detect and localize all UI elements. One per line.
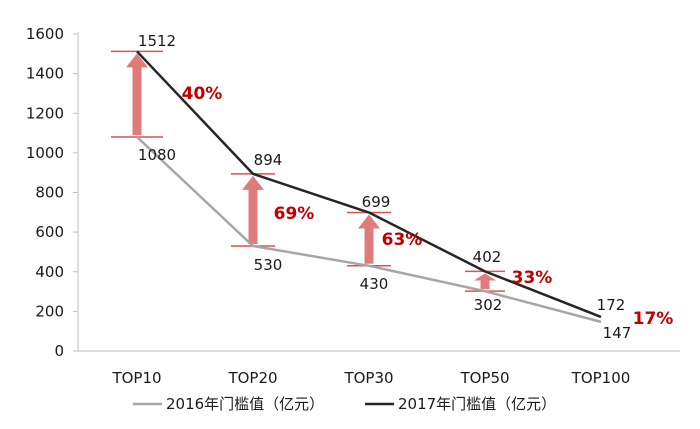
legend: 2016年门槛值（亿元） 2017年门槛值（亿元）	[133, 395, 556, 413]
data-label-2016: 302	[474, 296, 503, 314]
y-tick-label: 800	[35, 184, 64, 202]
x-tick-label: TOP100	[571, 369, 631, 387]
data-label-2016: 430	[360, 275, 389, 293]
legend-label-2016: 2016年门槛值（亿元）	[166, 395, 324, 413]
data-label-2017: 1512	[138, 32, 176, 50]
legend-label-2017: 2017年门槛值（亿元）	[398, 395, 556, 413]
data-label-2017: 894	[254, 151, 283, 169]
x-tick-label: TOP20	[227, 369, 277, 387]
growth-percent-label: 33%	[512, 268, 553, 288]
y-tick-label: 200	[35, 302, 64, 320]
x-tick-label: TOP10	[111, 369, 161, 387]
growth-percent-label: 63%	[382, 230, 423, 250]
x-tick-label: TOP50	[459, 369, 509, 387]
data-labels: 1512 894 699 402 172 1080 530 430 302 147 40% 69% 63…	[138, 32, 673, 342]
growth-percent-label: 17%	[633, 309, 674, 329]
y-tick-label: 400	[35, 263, 64, 281]
data-label-2016: 1080	[138, 146, 176, 164]
y-tick-label: 600	[35, 223, 64, 241]
y-tick-label: 1400	[26, 65, 64, 83]
data-label-2017: 402	[473, 248, 502, 266]
data-label-2016: 147	[603, 324, 632, 342]
growth-arrow	[126, 53, 148, 136]
growth-arrow	[358, 214, 380, 264]
y-tick-label: 1200	[26, 104, 64, 122]
series-line-2017	[136, 50, 602, 319]
growth-percent-label: 40%	[182, 84, 223, 104]
y-tick-label: 1600	[26, 25, 64, 43]
growth-percent-label: 69%	[274, 204, 315, 224]
growth-arrow	[474, 273, 496, 290]
data-label-2017: 172	[597, 296, 626, 314]
data-label-2017: 699	[362, 193, 391, 211]
data-label-2016: 530	[254, 256, 283, 274]
x-tick-label: TOP30	[343, 369, 393, 387]
y-tick-label: 0	[54, 342, 64, 360]
y-tick-label: 1000	[26, 144, 64, 162]
series-line-2016	[136, 136, 602, 324]
axes: 0 200 400 600 800 1000 1200 1400 1600 TOP10 TOP20 T…	[26, 25, 680, 387]
series-lines	[136, 50, 602, 324]
growth-arrow	[242, 175, 264, 244]
